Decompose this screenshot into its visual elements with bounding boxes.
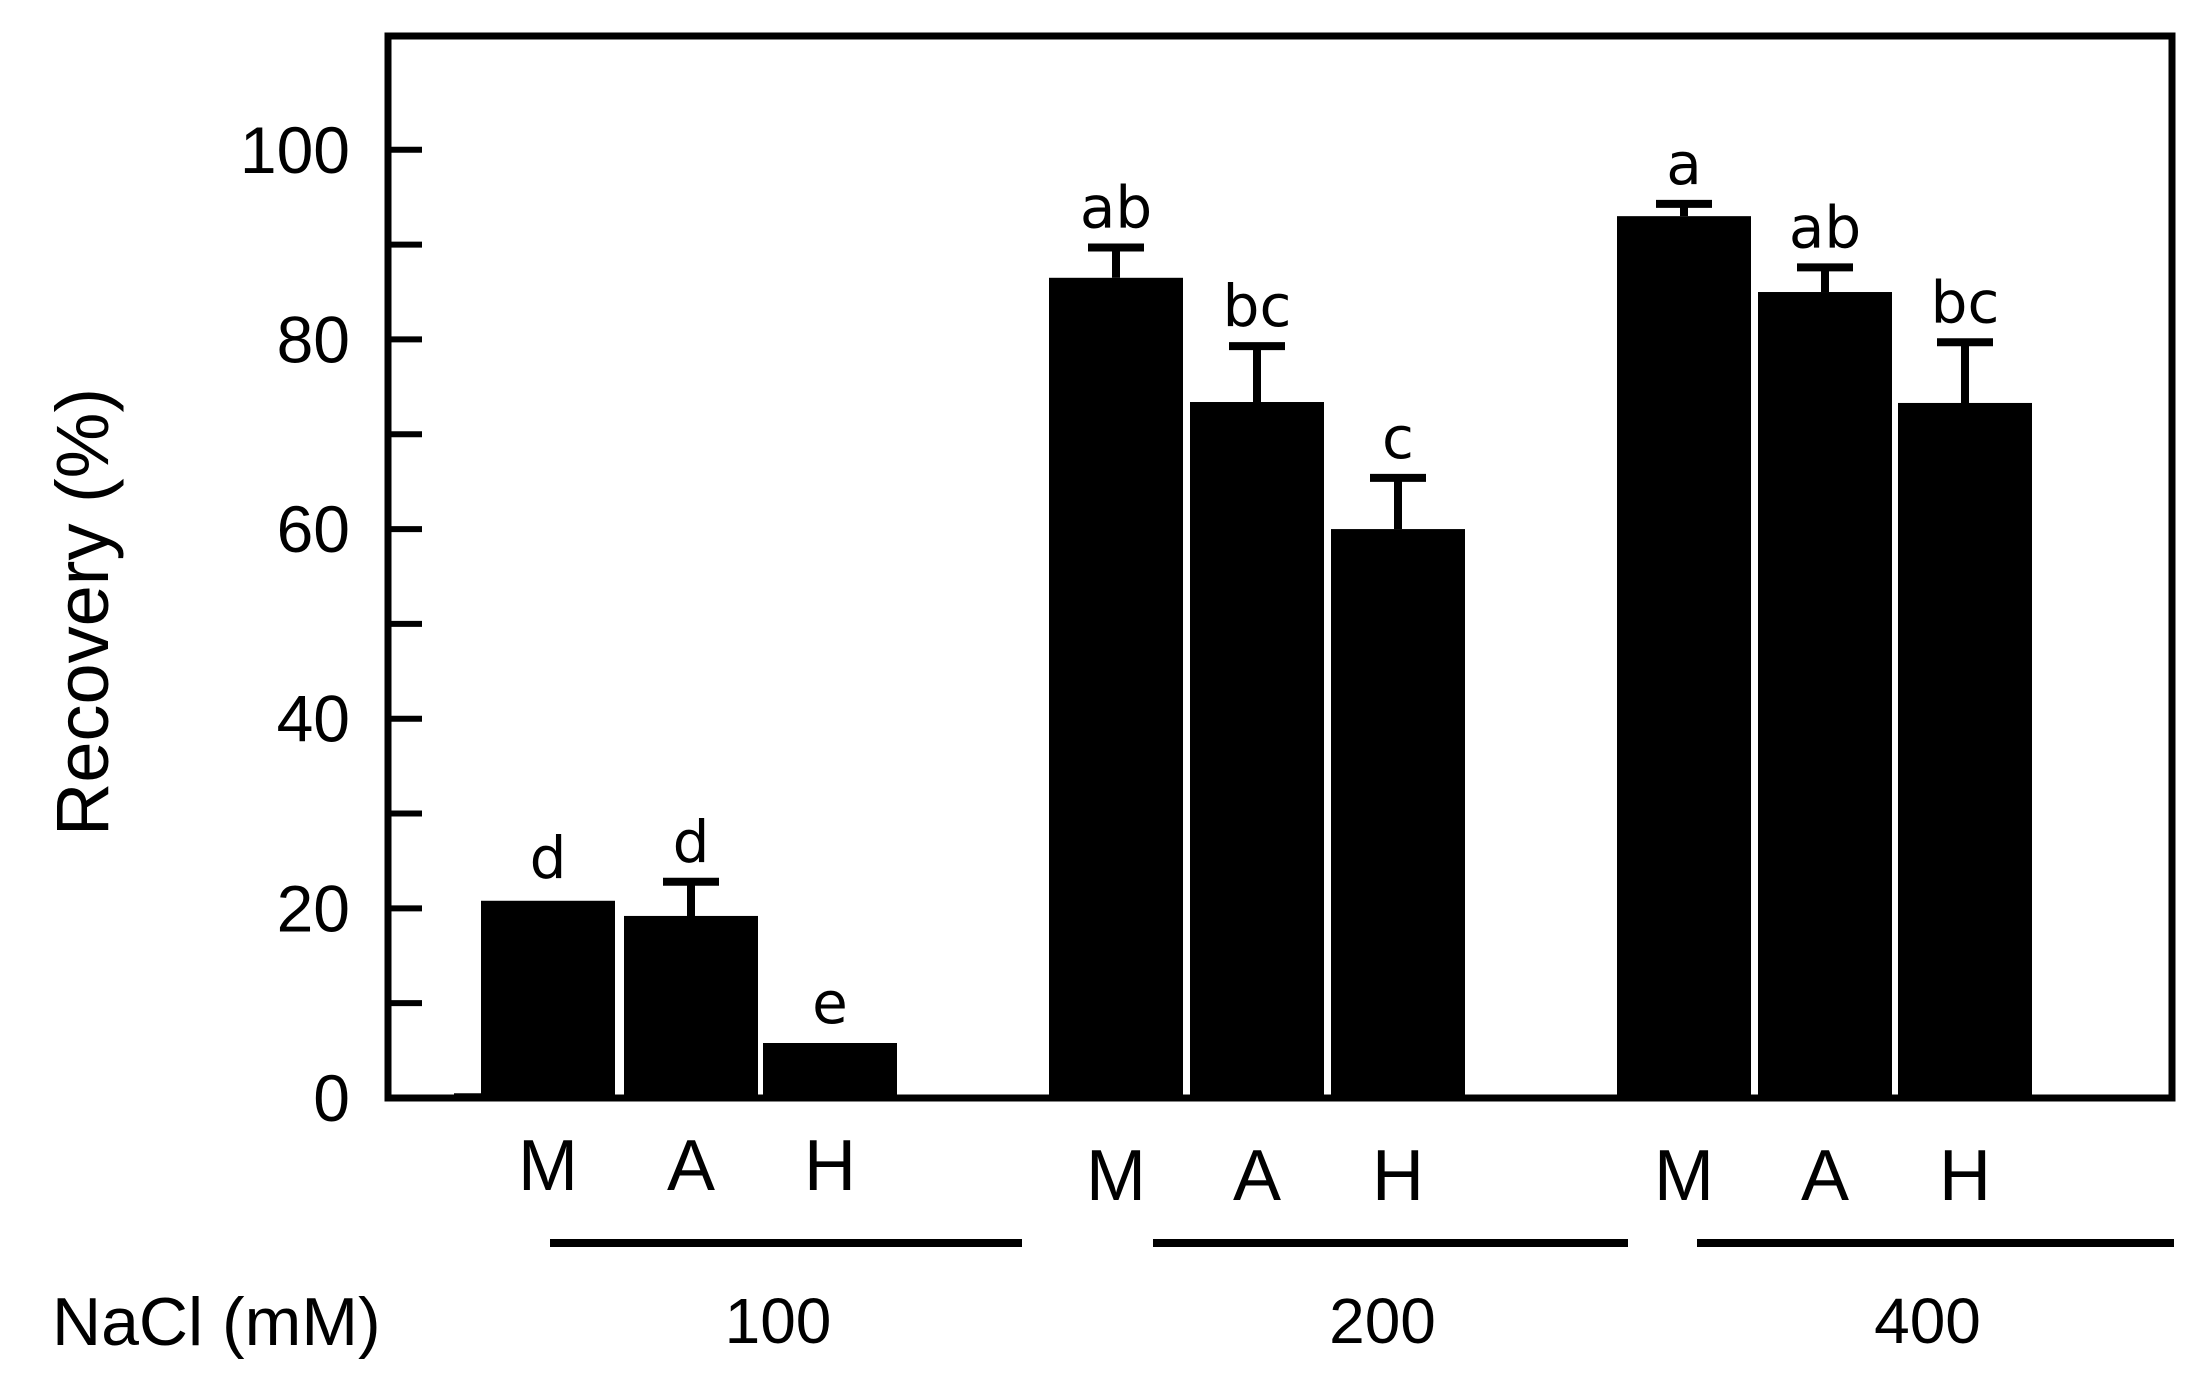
y-tick-label: 40 — [277, 682, 350, 756]
bar-category-label: A — [1801, 1136, 1849, 1216]
bar-category-label: H — [804, 1126, 856, 1206]
significance-label: ab — [1789, 193, 1861, 261]
bar-category-label: M — [1086, 1136, 1146, 1216]
significance-label: d — [673, 808, 710, 876]
y-tick-label: 80 — [277, 302, 350, 376]
y-tick-label: 0 — [313, 1061, 350, 1135]
bar-400-H — [1898, 402, 2032, 1098]
bar-category-label: M — [518, 1126, 578, 1206]
bar-100-A — [624, 915, 758, 1098]
y-tick-label: 60 — [277, 492, 350, 566]
bar-200-H — [1331, 529, 1465, 1098]
significance-labels: d d e ab bc c a ab bc — [530, 130, 2000, 1037]
bar-100-M — [481, 900, 615, 1098]
bar-category-label: M — [1654, 1136, 1714, 1216]
y-tick-label: 100 — [240, 113, 350, 187]
y-tick-label: 20 — [277, 871, 350, 945]
bar-200-A — [1190, 402, 1324, 1098]
y-axis-title: Recovery (%) — [41, 388, 124, 836]
bar-400-A — [1758, 292, 1892, 1099]
bars — [454, 216, 2032, 1099]
group-label: 400 — [1874, 1285, 1981, 1357]
significance-label: bc — [1223, 272, 1292, 340]
group-label: 200 — [1329, 1285, 1436, 1357]
significance-label: a — [1666, 130, 1702, 198]
bar-100-H — [763, 1043, 897, 1098]
x-axis-title: NaCl (mM) — [52, 1284, 381, 1360]
bar-category-label: H — [1939, 1136, 1991, 1216]
bar-400-M — [1617, 216, 1751, 1099]
significance-label: ab — [1080, 173, 1152, 241]
bar-control — [454, 1093, 486, 1098]
significance-label: e — [812, 969, 848, 1037]
significance-label: bc — [1931, 268, 2000, 336]
error-bars — [663, 199, 1993, 916]
bar-category-label: A — [667, 1126, 715, 1206]
bar-200-M — [1049, 277, 1183, 1098]
group-label: 100 — [725, 1285, 832, 1357]
y-axis: 0 20 40 60 80 100 — [240, 113, 422, 1135]
bar-category-label: A — [1233, 1136, 1281, 1216]
bar-category-label: H — [1372, 1136, 1424, 1216]
significance-label: c — [1382, 404, 1414, 472]
group-axis: 100 200 400 — [550, 1239, 2174, 1357]
significance-label: d — [530, 824, 567, 892]
